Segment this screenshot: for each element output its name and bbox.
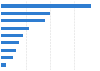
Bar xyxy=(1,63,6,67)
Bar xyxy=(1,41,19,45)
Bar xyxy=(1,26,29,30)
Bar xyxy=(1,12,50,15)
Bar xyxy=(1,48,16,52)
Bar xyxy=(1,4,91,8)
Bar xyxy=(1,56,13,59)
Bar xyxy=(1,19,45,23)
Bar xyxy=(1,34,23,37)
